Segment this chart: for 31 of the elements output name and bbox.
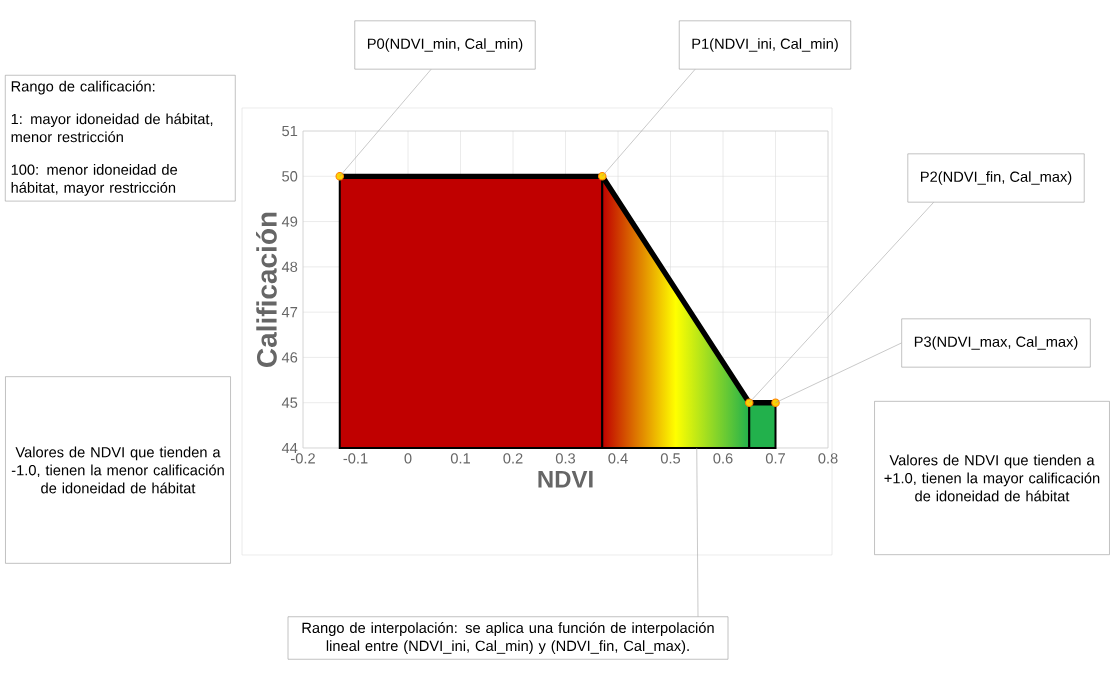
- annotation: Rango de interpolación: se aplica una función de interpolación lineal entre (NDVI_ini, Cal_min) y (NDVI_fin, Cal_max).: [302, 622, 714, 654]
- y-tick-label: 44: [281, 442, 298, 454]
- y-tick-label: 49: [281, 216, 298, 227]
- annotation: P0(NDVI_min, Cal_min): [367, 38, 523, 52]
- annotation: P2(NDVI_fin, Cal_max): [921, 171, 1072, 185]
- y-axis-title: Calificación: [256, 212, 277, 367]
- x-tick-label: 0.5: [660, 453, 681, 464]
- x-tick-label: 0.4: [608, 453, 628, 464]
- x-tick-label: 0.2: [503, 453, 523, 464]
- text: Valores de NDVI que tienden a -1.0, tienen la menor calificación de idoneidad de hábitat: [11, 446, 224, 494]
- annotation: P3(NDVI_max, Cal_max): [914, 336, 1078, 350]
- text: 100: menor idoneidad de hábitat, mayor restricción: [11, 164, 178, 196]
- text: Valores de NDVI que tienden a +1.0, tienen la mayor calificación de idoneidad de hábitat: [884, 454, 1100, 502]
- y-tick-label: 45: [281, 397, 298, 408]
- x-tick-label: 0.7: [765, 453, 785, 464]
- x-tick-label: 0.3: [555, 453, 576, 464]
- y-tick-label: 50: [282, 171, 298, 182]
- x-tick-label: -0.2: [291, 453, 315, 464]
- x-tick-label: 0.1: [450, 453, 470, 464]
- y-tick-label: 51: [282, 125, 298, 137]
- y-tick-label: 46: [281, 352, 298, 363]
- x-tick-label: 0.8: [818, 453, 838, 464]
- text: Rango de calificación:: [11, 80, 155, 95]
- x-tick-label: 0.6: [713, 453, 733, 464]
- text: 1: mayor idoneidad de hábitat, menor restricción: [11, 113, 213, 143]
- x-tick-label: -0.1: [343, 453, 368, 464]
- y-tick-label: 48: [281, 261, 298, 273]
- y-tick-label: 47: [281, 307, 298, 318]
- x-axis-title: NDVI: [538, 470, 593, 488]
- annotation: P1(NDVI_ini, Cal_min): [692, 38, 838, 52]
- x-tick-label: 0: [404, 453, 412, 464]
